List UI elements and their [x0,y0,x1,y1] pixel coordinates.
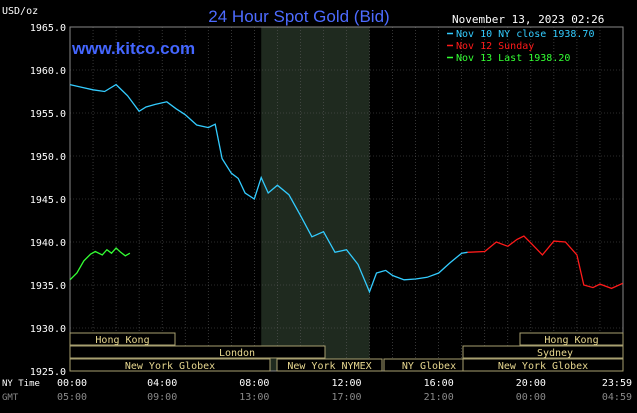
x-tick-label: 08:00 [239,378,269,389]
y-tick-label: 1925.0 [30,367,66,378]
x-axis: NY Time 00:00 04:00 08:00 12:00 16:00 20:00 23:… [2,378,632,403]
x-tick-label: 12:00 [331,378,361,389]
x-tick-label: 21:00 [424,392,454,403]
timestamp: November 13, 2023 02:26 [452,13,604,26]
chart-title: 24 Hour Spot Gold (Bid) [208,7,389,26]
y-axis-label: USD/oz [2,6,38,17]
legend-entry: Nov 12 Sunday [456,41,534,52]
x-row-label: GMT [2,393,19,403]
y-tick-label: 1930.0 [30,324,66,335]
x-tick-label: 20:00 [516,378,546,389]
session-bar [69,345,326,359]
session-bar [462,345,624,359]
session-bar [519,332,624,346]
market-sessions: Hong Kong London New York Globex New York N… [69,332,624,372]
y-tick-label: 1950.0 [30,152,66,163]
x-tick-label: 23:59 [602,378,632,389]
y-tick-label: 1935.0 [30,281,66,292]
series-lines [69,83,624,294]
y-tick-label: 1965.0 [30,23,66,34]
session-bar [276,358,383,372]
x-tick-label: 00:00 [516,392,546,403]
session-bar [69,332,176,346]
series-line-2 [467,235,624,290]
y-tick-label: 1940.0 [30,238,66,249]
x-tick-label: 05:00 [57,392,87,403]
session-label: New York Globex [125,361,215,372]
x-tick-label: 16:00 [424,378,454,389]
x-tick-label: 04:59 [602,392,632,403]
legend-entry: Nov 10 NY close 1938.70 [456,29,594,40]
x-tick-label: 17:00 [331,392,361,403]
x-tick-label: 00:00 [57,378,87,389]
y-tick-label: 1955.0 [30,109,66,120]
series-line-3 [69,247,131,281]
ny-session-shade [261,27,370,371]
y-axis: 1965.0 1960.0 1955.0 1950.0 1945.0 1940.0 1935… [30,23,66,378]
session-label: New York Globex [498,361,588,372]
x-tick-label: 13:00 [239,392,269,403]
session-label: London [219,348,255,359]
watermark: www.kitco.com [71,39,195,58]
session-label: NY Globex [402,361,456,372]
x-row-label: NY Time [2,379,40,389]
x-tick-label: 09:00 [147,392,177,403]
x-tick-label: 04:00 [147,378,177,389]
y-tick-label: 1945.0 [30,195,66,206]
session-bar [462,358,624,372]
session-bar [69,358,271,372]
legend-entry: Nov 13 Last 1938.20 [456,53,570,64]
session-label: Sydney [537,348,573,359]
session-label: New York NYMEX [287,361,371,372]
session-label: Hong Kong [544,335,598,346]
y-tick-label: 1960.0 [30,66,66,77]
session-label: Hong Kong [95,335,149,346]
series-line-1 [69,83,468,294]
